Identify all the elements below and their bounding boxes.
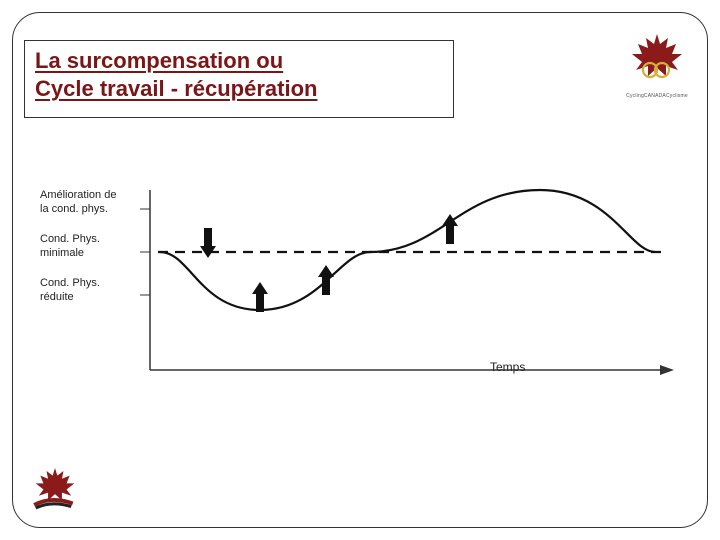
x-axis-label: Temps xyxy=(490,360,525,374)
maple-leaf-icon xyxy=(36,468,75,500)
title-box: La surcompensation ouCycle travail - réc… xyxy=(24,40,454,118)
arrow-down-icon xyxy=(200,228,216,258)
slide-title: La surcompensation ouCycle travail - réc… xyxy=(35,47,443,102)
logo-caption: CyclingCANADACyclisme xyxy=(622,93,692,99)
x-axis-arrowhead xyxy=(660,365,674,375)
supercompensation-chart: Amélioration dela cond. phys. Cond. Phys… xyxy=(40,150,680,430)
arrow-up-icon xyxy=(252,282,268,312)
maple-leaf-icon xyxy=(632,34,682,77)
logo-top: CyclingCANADACyclisme xyxy=(622,30,692,99)
chart-svg xyxy=(40,150,680,410)
arrow-up-icon xyxy=(318,265,334,295)
supercompensation-curve xyxy=(160,190,655,310)
logo-bottom xyxy=(28,463,82,518)
swoosh-icon xyxy=(34,500,73,508)
